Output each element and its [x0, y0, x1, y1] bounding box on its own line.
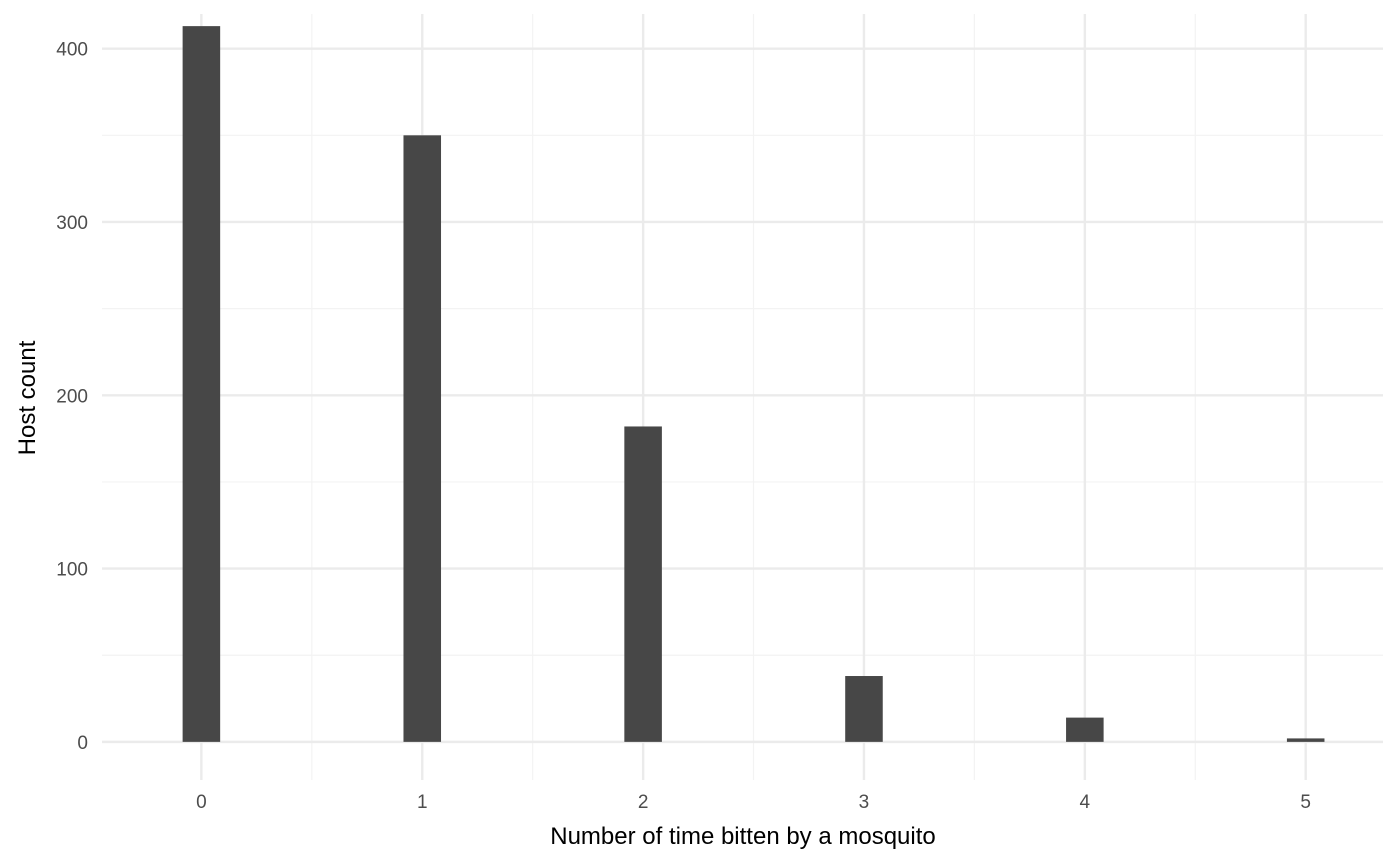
- y-tick-label: 0: [77, 733, 88, 754]
- x-tick-label: 5: [1300, 792, 1311, 813]
- bar: [1066, 717, 1104, 742]
- bar: [403, 135, 442, 742]
- x-tick-label: 2: [638, 792, 649, 813]
- x-tick-label: 1: [417, 792, 428, 813]
- bars: [182, 26, 1325, 742]
- minor-gridlines: [102, 14, 1383, 780]
- x-axis-title: Number of time bitten by a mosquito: [550, 823, 936, 850]
- y-tick-label: 300: [56, 213, 88, 234]
- x-axis-tick-labels: 0 1 2 3 4 5: [196, 792, 1311, 813]
- bar: [624, 426, 662, 742]
- bar: [1286, 738, 1325, 742]
- x-tick-label: 4: [1080, 792, 1091, 813]
- bar: [845, 676, 883, 742]
- bar: [182, 26, 221, 742]
- y-tick-label: 400: [56, 40, 88, 61]
- major-gridlines: [102, 14, 1383, 780]
- y-axis-title: Host count: [14, 340, 41, 455]
- y-axis-tick-labels: 0 100 200 300 400: [56, 40, 88, 754]
- y-tick-label: 200: [56, 386, 88, 407]
- x-tick-label: 3: [859, 792, 870, 813]
- y-tick-label: 100: [56, 560, 88, 581]
- x-tick-label: 0: [196, 792, 207, 813]
